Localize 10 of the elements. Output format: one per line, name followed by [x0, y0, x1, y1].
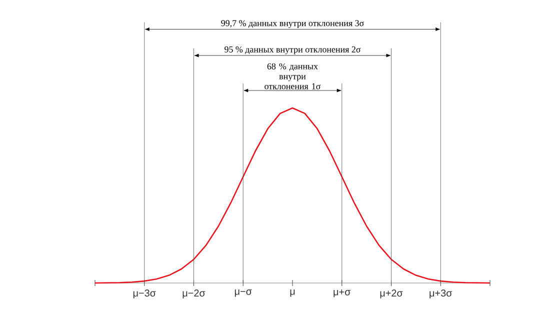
x-tick-label: μ [290, 290, 295, 297]
text: 99,7 % данных внутри отклонения 3σ [221, 20, 364, 28]
x-tick-label: μ+2σ [380, 290, 403, 298]
x-tick-label: μ+3σ [430, 290, 452, 298]
text: 68 % данных внутри отклонения 1σ [264, 63, 321, 90]
x-tick-label: μ−3σ [133, 290, 156, 298]
x-tick-label: μ+σ [334, 290, 351, 298]
text: 95 % данных внутри отклонения 2σ [224, 46, 361, 54]
x-tick-label: μ−σ [234, 290, 252, 297]
x-tick-label: μ−2σ [182, 290, 206, 298]
